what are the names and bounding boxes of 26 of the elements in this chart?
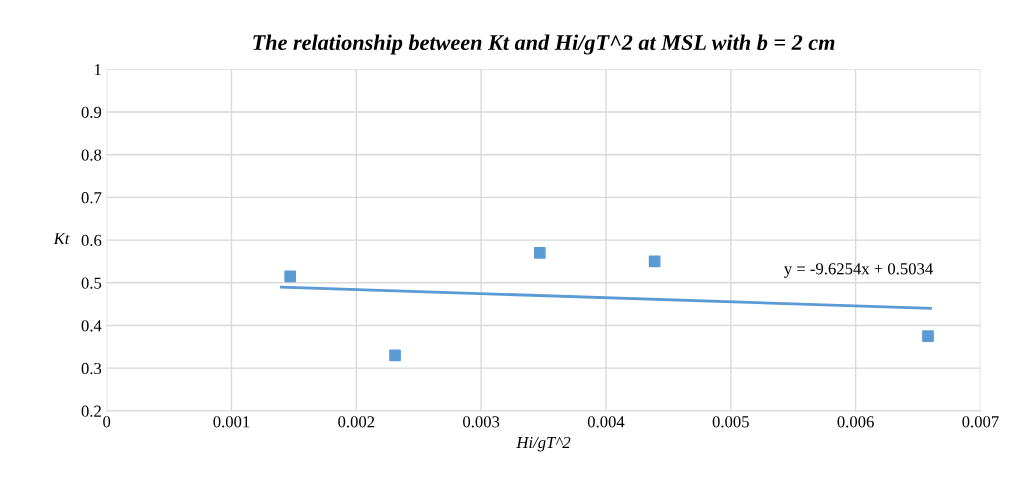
x-tick-label: 0.002 [338,416,375,428]
point [533,247,546,259]
y-tick-label: 0.9 [81,106,102,119]
x-tick-label: 0.004 [587,416,625,428]
y-tick-label: 0.5 [81,277,102,289]
y-tick-label: 1 [94,64,101,76]
y-tick-label: 0.7 [81,192,102,204]
x-tick-label: 0.003 [463,416,500,428]
x-tick-label: 0.006 [837,416,874,428]
point [648,255,661,268]
y-axis-title: Kt [53,233,70,245]
point [922,330,934,342]
point [284,270,297,283]
y-tick-label: 0.4 [81,320,102,332]
y-tick-label: 0.3 [81,362,102,375]
y-tick-label: 0.8 [81,149,102,161]
x-tick-label: 0.001 [213,416,250,428]
x-axis-title: Hi/gT^2 [516,436,571,452]
x-tick-label: 0 [103,416,111,428]
annotation: y = -9.6254x + 0.5034 [784,263,933,278]
chart-title: The relationship between Kt and Hi/gT^2 at MSL with b = 2 cm [253,34,835,55]
point [389,349,401,362]
x-tick-label: 0.005 [712,416,749,428]
x-tick-label: 0.007 [962,416,999,428]
y-tick-label: 0.6 [81,234,102,247]
y-tick-label: 0.2 [81,405,101,417]
